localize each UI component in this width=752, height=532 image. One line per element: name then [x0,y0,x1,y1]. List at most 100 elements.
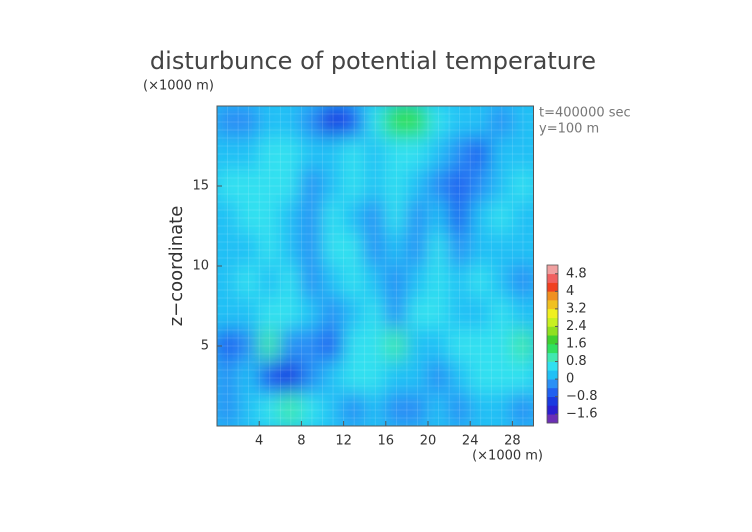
field-cell [469,137,493,171]
x-tick-label: 4 [255,434,263,449]
field-cell [342,233,366,267]
field-cell [384,297,408,331]
field-cell [427,361,451,395]
field-cell [469,361,493,395]
field-cell [300,393,324,426]
field-cell [405,393,429,426]
field-cell [258,137,282,171]
field-cell [384,265,408,299]
x-tick-label: 20 [420,434,437,449]
field-cell [363,169,387,203]
field-cell [384,361,408,395]
field-cell [279,169,303,203]
field-cell [237,169,261,203]
field-cell [384,233,408,267]
field-cell [321,106,345,139]
field-cell [511,106,534,139]
colorbar-tick-label: 2.4 [566,319,587,334]
x-tick-label: 16 [378,434,395,449]
field-cell [405,106,429,139]
field-cell [448,201,472,235]
field-cell [258,393,282,426]
field-cell [405,233,429,267]
colorbar-tick-label: 0 [566,372,574,387]
field-cell [448,297,472,331]
field-cell [237,329,261,363]
field-cell [405,361,429,395]
field-cell [511,297,534,331]
x-tick-label: 8 [297,434,305,449]
colorbar-swatch [547,326,558,336]
colorbar-tick-label: 1.6 [566,337,587,352]
field-cell [363,329,387,363]
field-cell [511,137,534,171]
field-cell [427,233,451,267]
field-cell [237,106,261,139]
colorbar-swatch [547,300,558,310]
colorbar-swatch [547,335,558,345]
field-cell [490,297,514,331]
field-cell [490,265,514,299]
field-cell [342,393,366,426]
field-cell [258,361,282,395]
field-cell [342,361,366,395]
field-cell [300,137,324,171]
field-cell [279,361,303,395]
annotation: y=100 m [539,122,599,137]
field-cell [448,393,472,426]
field-cell [300,329,324,363]
colorbar-swatch [547,396,558,406]
field-cell [217,361,240,395]
field-cell [279,106,303,139]
field-cell [427,297,451,331]
field-cell [490,233,514,267]
field-cell [279,393,303,426]
field-cell [511,393,534,426]
field-cell [217,265,240,299]
x-tick-label: 12 [335,434,352,449]
colorbar-swatch [547,370,558,380]
y-tick-label: 15 [192,179,209,194]
field-cell [448,265,472,299]
field [217,106,534,426]
field-cell [511,201,534,235]
field-cell [300,201,324,235]
field-cell [363,265,387,299]
field-cell [490,393,514,426]
field-cell [300,297,324,331]
field-cell [405,137,429,171]
field-cell [469,265,493,299]
field-cell [448,169,472,203]
field-cell [321,169,345,203]
colorbar-tick-label: 4 [566,284,574,299]
field-cell [448,137,472,171]
field-cell [363,233,387,267]
field-cell [217,233,240,267]
field-cell [427,201,451,235]
annotation: t=400000 sec [539,106,631,121]
y-tick-label: 10 [192,259,209,274]
field-cell [469,233,493,267]
y-tick-label: 5 [201,339,209,354]
field-cell [405,329,429,363]
field-cell [448,106,472,139]
field-cell [258,297,282,331]
field-cell [469,106,493,139]
field-cell [321,393,345,426]
field-cell [363,201,387,235]
colorbar-tick-label: 0.8 [566,354,587,369]
field-cell [469,169,493,203]
field-cell [300,233,324,267]
field-cell [300,106,324,139]
field-cell [237,361,261,395]
field-cell [363,297,387,331]
colorbar-swatch [547,282,558,292]
colorbar-swatch [547,361,558,371]
field-cell [279,137,303,171]
field-cell [258,201,282,235]
field-cell [427,329,451,363]
colorbar-swatch [547,387,558,397]
field-cell [321,361,345,395]
field-cell [405,297,429,331]
colorbar-tick-label: −0.8 [566,389,598,404]
